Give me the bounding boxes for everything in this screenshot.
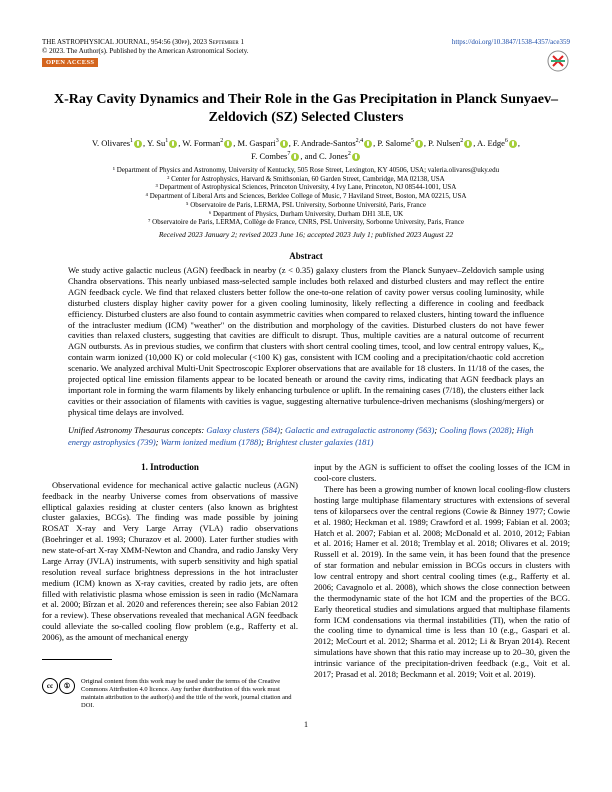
cc-license-icons: cc ① xyxy=(42,678,75,711)
orcid-icon[interactable] xyxy=(134,140,142,148)
orcid-icon[interactable] xyxy=(415,140,423,148)
copyright: © 2023. The Author(s). Published by the … xyxy=(42,47,570,55)
page-number: 1 xyxy=(42,720,570,729)
section-heading: 1. Introduction xyxy=(42,462,298,474)
abstract-heading: Abstract xyxy=(42,251,570,261)
orcid-icon[interactable] xyxy=(464,140,472,148)
orcid-icon[interactable] xyxy=(509,140,517,148)
orcid-icon[interactable] xyxy=(364,140,372,148)
paper-title: X-Ray Cavity Dynamics and Their Role in … xyxy=(42,91,570,127)
body-paragraph: There has been a growing number of known… xyxy=(314,484,570,680)
orcid-icon[interactable] xyxy=(280,140,288,148)
orcid-icon[interactable] xyxy=(224,140,232,148)
keywords: Unified Astronomy Thesaurus concepts: Ga… xyxy=(68,425,544,448)
open-access-badge: OPEN ACCESS xyxy=(42,58,98,67)
keyword-link[interactable]: Galaxy clusters (584) xyxy=(206,425,280,435)
body-paragraph: input by the AGN is sufficient to offset… xyxy=(314,462,570,484)
publication-dates: Received 2023 January 2; revised 2023 Ju… xyxy=(42,230,570,239)
orcid-icon[interactable] xyxy=(291,153,299,161)
author-list: V. Olivares1, Y. Su1, W. Forman2, M. Gas… xyxy=(42,137,570,163)
doi-link[interactable]: https://doi.org/10.3847/1538-4357/ace359 xyxy=(452,38,570,46)
orcid-icon[interactable] xyxy=(352,153,360,161)
abstract-text: We study active galactic nucleus (AGN) f… xyxy=(68,265,544,417)
cc-license-text: Original content from this work may be u… xyxy=(81,678,298,711)
orcid-icon[interactable] xyxy=(169,140,177,148)
journal-citation: THE ASTROPHYSICAL JOURNAL, 954:56 (30pp)… xyxy=(42,38,244,46)
keyword-link[interactable]: Brightest cluster galaxies (181) xyxy=(266,437,373,447)
keyword-link[interactable]: Cooling flows (2028) xyxy=(439,425,511,435)
keyword-link[interactable]: Galactic and extragalactic astronomy (56… xyxy=(285,425,434,435)
crossmark-icon[interactable] xyxy=(546,49,570,73)
body-paragraph: Observational evidence for mechanical ac… xyxy=(42,480,298,643)
affiliations: ¹ Department of Physics and Astronomy, U… xyxy=(42,166,570,227)
keyword-link[interactable]: Warm ionized medium (1788) xyxy=(161,437,262,447)
